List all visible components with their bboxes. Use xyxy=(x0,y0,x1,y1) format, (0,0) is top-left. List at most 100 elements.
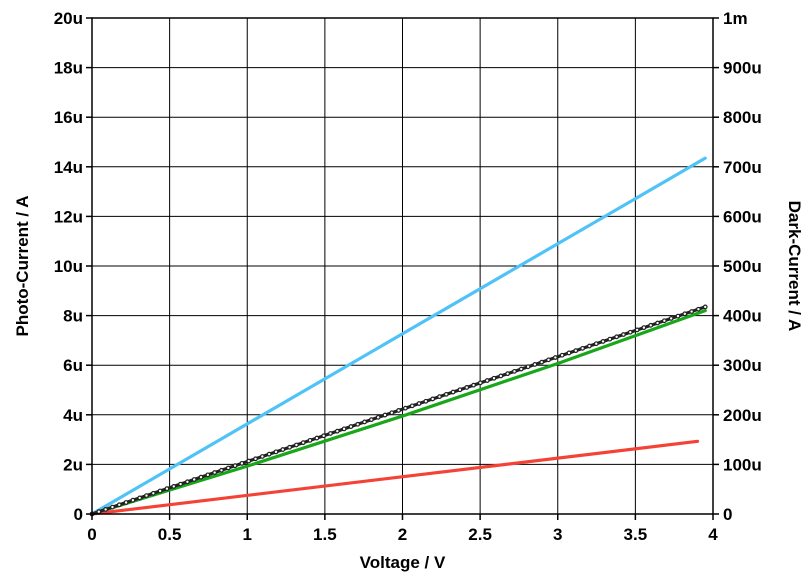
y-left-tick-label: 2u xyxy=(63,455,83,474)
series-marker-3 xyxy=(559,352,565,358)
series-marker-3 xyxy=(191,477,197,482)
grid-lines xyxy=(92,18,713,514)
y-right-tick-label: 100u xyxy=(723,455,762,474)
series-marker-3 xyxy=(96,509,102,515)
series-marker-3 xyxy=(389,410,395,416)
y-right-tick-label: 700u xyxy=(723,158,762,177)
series-marker-3 xyxy=(661,318,667,324)
series-marker-3 xyxy=(137,495,143,501)
x-tick-label: 3.5 xyxy=(624,525,648,544)
series-marker-3 xyxy=(423,398,429,404)
series-marker-3 xyxy=(430,396,436,402)
series-marker-3 xyxy=(409,403,415,409)
series-marker-3 xyxy=(171,483,177,489)
y-right-tick-label: 200u xyxy=(723,406,762,425)
series-marker-3 xyxy=(348,424,354,429)
x-tick-label: 1 xyxy=(243,525,252,544)
series-marker-3 xyxy=(184,479,190,485)
series-marker-3 xyxy=(110,504,115,510)
series-layer xyxy=(89,156,708,517)
series-marker-3 xyxy=(655,320,660,326)
y-right-tick-label: 400u xyxy=(723,307,762,326)
series-marker-3 xyxy=(382,412,388,418)
series-marker-3 xyxy=(144,493,149,498)
series-marker-3 xyxy=(403,405,408,411)
axis-ticks: 0 0.5 1 1.5 2 2.5 3 3.5 402u4u6u8u10u12u14u16u18… xyxy=(54,9,762,544)
series-marker-3 xyxy=(314,435,320,441)
y-left-tick-label: 18u xyxy=(54,59,83,78)
series-marker-3 xyxy=(614,334,620,340)
y-left-tick-label: 6u xyxy=(63,356,83,375)
series-marker-3 xyxy=(294,442,299,448)
x-tick-label: 0.5 xyxy=(158,525,182,544)
series-marker-3 xyxy=(178,481,183,487)
x-tick-label: 4 xyxy=(708,525,718,544)
series-marker-3 xyxy=(266,451,272,457)
series-marker-3 xyxy=(157,488,163,494)
series-marker-3 xyxy=(477,380,483,386)
series-marker-3 xyxy=(464,385,470,390)
y-left-tick-label: 12u xyxy=(54,207,83,226)
y-right-tick-label: 0 xyxy=(723,505,732,524)
series-marker-3 xyxy=(457,387,463,393)
series-marker-3 xyxy=(334,428,340,434)
series-marker-3 xyxy=(328,431,333,436)
series-line-2 xyxy=(90,439,700,516)
series-marker-3 xyxy=(552,355,558,360)
x-tick-label: 1.5 xyxy=(313,525,337,544)
series-marker-3 xyxy=(253,456,258,462)
series-marker-3 xyxy=(287,444,293,450)
series-marker-3 xyxy=(280,447,286,452)
series-marker-3 xyxy=(627,329,633,335)
series-marker-3 xyxy=(532,362,538,367)
series-marker-3 xyxy=(123,500,129,505)
y-right-tick-label: 900u xyxy=(723,59,762,78)
y-left-tick-label: 10u xyxy=(54,257,83,276)
series-marker-3 xyxy=(396,408,402,413)
series-line-0 xyxy=(90,156,707,516)
series-marker-3 xyxy=(675,313,681,319)
series-marker-3 xyxy=(116,502,122,508)
series-marker-3 xyxy=(164,486,170,492)
x-axis-title: Voltage / V xyxy=(360,553,446,572)
series-marker-3 xyxy=(219,467,224,473)
series-marker-3 xyxy=(198,474,204,480)
y-right-tick-label: 600u xyxy=(723,207,762,226)
y-left-tick-label: 4u xyxy=(63,406,83,425)
x-tick-label: 2.5 xyxy=(468,525,492,544)
y-axis-left-title: Photo-Current / A xyxy=(13,195,32,336)
series-marker-3 xyxy=(634,327,640,333)
series-marker-3 xyxy=(246,458,252,464)
series-marker-3 xyxy=(205,472,211,478)
series-marker-3 xyxy=(471,382,476,388)
y-right-tick-label: 500u xyxy=(723,257,762,276)
x-tick-label: 0 xyxy=(87,525,96,544)
series-marker-3 xyxy=(443,391,449,397)
series-marker-3 xyxy=(505,371,511,377)
series-marker-3 xyxy=(641,325,647,331)
series-marker-3 xyxy=(696,306,701,312)
series-marker-3 xyxy=(239,460,245,466)
series-marker-3 xyxy=(355,421,361,427)
series-marker-3 xyxy=(621,332,626,337)
y-left-tick-label: 20u xyxy=(54,9,83,28)
series-marker-3 xyxy=(450,389,456,395)
series-marker-3 xyxy=(212,470,218,475)
series-marker-3 xyxy=(573,348,579,354)
series-marker-3 xyxy=(689,309,695,314)
series-marker-3 xyxy=(150,490,156,496)
series-marker-3 xyxy=(437,394,442,400)
series-marker-3 xyxy=(300,440,306,446)
x-tick-label: 3 xyxy=(553,525,562,544)
series-marker-3 xyxy=(580,345,585,351)
series-marker-3 xyxy=(225,465,231,471)
y-axis-right-title: Dark-Current / A xyxy=(785,201,804,332)
series-marker-3 xyxy=(484,378,490,383)
series-marker-3 xyxy=(546,357,551,363)
y-right-tick-label: 800u xyxy=(723,108,762,127)
series-marker-3 xyxy=(103,507,109,512)
series-marker-3 xyxy=(491,375,497,381)
series-marker-3 xyxy=(232,463,238,469)
series-marker-3 xyxy=(375,414,381,420)
